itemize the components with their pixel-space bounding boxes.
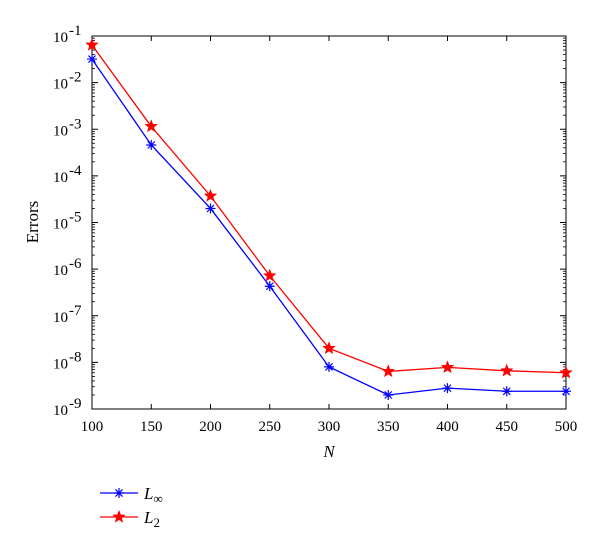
y-tick-exponent: -6 — [69, 256, 82, 272]
y-tick-labels: 10-910-810-710-610-510-410-310-210-1 — [53, 23, 82, 419]
y-tick-label: 10 — [53, 170, 68, 186]
legend-label: L∞ — [143, 484, 163, 506]
legend-label-subscript: ∞ — [153, 491, 162, 506]
y-tick-exponent: -9 — [69, 396, 82, 412]
x-tick-label: 250 — [259, 419, 282, 435]
plot-area — [91, 35, 567, 410]
data-point-asterisk — [146, 139, 157, 150]
y-tick-label: 10 — [53, 30, 68, 46]
y-tick-label: 10 — [53, 123, 68, 139]
x-axis-title: N — [322, 442, 336, 461]
data-point-asterisk — [501, 386, 512, 397]
legend-entry: L∞ — [100, 484, 163, 506]
series-1 — [85, 37, 573, 379]
data-point-star — [203, 188, 218, 202]
y-tick-label: 10 — [53, 217, 68, 233]
y-tick-exponent: -7 — [69, 303, 82, 319]
data-point-asterisk — [87, 54, 97, 65]
y-tick-label: 10 — [53, 310, 68, 326]
series-layer — [85, 37, 573, 400]
y-tick-exponent: -2 — [69, 70, 82, 86]
legend-label-subscript: 2 — [153, 515, 160, 530]
data-point-star — [144, 119, 159, 133]
data-point-star — [499, 363, 514, 377]
y-axis-title: Errors — [23, 201, 42, 243]
x-tick-label: 200 — [199, 419, 222, 435]
data-point-star — [112, 509, 126, 523]
y-tick-label: 10 — [53, 356, 68, 372]
data-point-asterisk — [264, 281, 275, 292]
series-0 — [87, 54, 571, 400]
y-tick-label: 10 — [53, 77, 68, 93]
x-tick-label: 450 — [496, 419, 519, 435]
x-tick-labels: 100 150 200 250 300 350 400 450 500 — [81, 419, 578, 435]
x-tick-label: 300 — [318, 419, 341, 435]
legend-label: L2 — [143, 508, 160, 530]
data-point-asterisk — [442, 383, 453, 394]
legend: L∞L2 — [100, 484, 163, 530]
data-point-asterisk — [205, 203, 216, 214]
data-point-star — [85, 37, 99, 51]
data-point-star — [322, 341, 336, 355]
x-tick-label: 400 — [436, 419, 459, 435]
data-point-star — [559, 365, 573, 379]
x-tick-label: 100 — [81, 419, 104, 435]
x-tick-label: 150 — [140, 419, 163, 435]
data-point-star — [262, 268, 277, 282]
y-tick-label: 10 — [53, 263, 68, 279]
y-tick-exponent: -3 — [69, 116, 82, 132]
legend-entry: L2 — [100, 508, 160, 530]
y-tick-exponent: -1 — [69, 23, 82, 39]
x-tick-label: 350 — [377, 419, 400, 435]
data-point-asterisk — [324, 361, 334, 372]
y-tick-exponent: -8 — [69, 349, 82, 365]
data-point-star — [440, 360, 455, 374]
y-tick-exponent: -5 — [69, 210, 82, 226]
x-tick-label: 500 — [555, 419, 578, 435]
data-point-star — [381, 364, 396, 378]
y-tick-label: 10 — [53, 403, 68, 419]
data-point-asterisk — [383, 389, 394, 400]
y-tick-exponent: -4 — [69, 163, 82, 179]
data-point-asterisk — [561, 386, 571, 397]
data-point-asterisk — [114, 488, 124, 498]
